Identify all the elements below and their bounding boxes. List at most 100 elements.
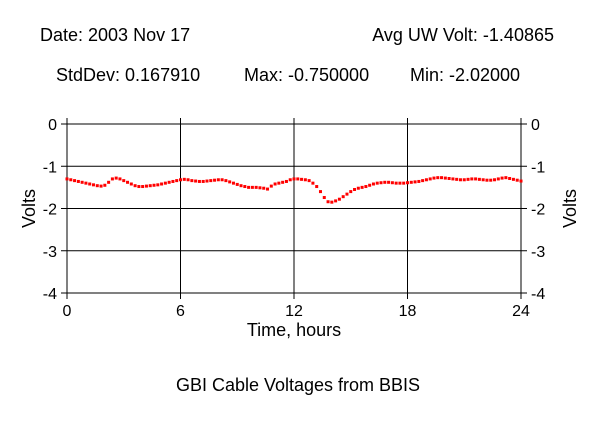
data-point	[213, 178, 217, 182]
data-point	[156, 183, 160, 187]
data-point	[462, 178, 466, 182]
data-point	[277, 181, 281, 185]
data-point	[428, 177, 432, 181]
data-point	[152, 183, 156, 187]
data-point	[171, 179, 175, 183]
chart-grid	[66, 123, 522, 294]
data-point	[508, 177, 512, 181]
data-point	[307, 179, 311, 183]
data-point	[288, 178, 292, 182]
y-tick-label-left: 0	[48, 117, 57, 134]
data-point	[84, 181, 88, 185]
data-point	[197, 179, 201, 183]
data-point	[390, 181, 394, 185]
data-point	[489, 178, 493, 182]
data-point	[349, 190, 353, 194]
data-point	[144, 184, 148, 188]
data-point	[353, 187, 357, 191]
y-tick-label-right: -3	[531, 244, 545, 261]
data-point	[315, 185, 319, 189]
data-point	[402, 181, 406, 185]
data-point	[470, 177, 474, 181]
data-point	[356, 186, 360, 190]
data-point	[284, 179, 288, 183]
data-point	[311, 181, 315, 185]
data-point	[220, 178, 224, 182]
data-point	[254, 185, 258, 189]
data-point	[451, 177, 455, 181]
data-point	[303, 178, 307, 182]
data-point	[281, 180, 285, 184]
data-point	[398, 181, 402, 185]
data-point	[375, 181, 379, 185]
data-point	[216, 178, 220, 182]
x-tick-label: 0	[63, 303, 72, 320]
data-point	[496, 177, 500, 181]
y-tick-label-right: 0	[531, 117, 540, 134]
data-point	[205, 179, 209, 183]
data-point	[88, 182, 92, 186]
stddev-label: StdDev: 0.167910	[56, 65, 201, 85]
data-point	[258, 186, 262, 190]
data-point	[477, 177, 481, 181]
avg-voltage-label: Avg UW Volt: -1.40865	[372, 25, 554, 45]
data-point	[360, 185, 364, 189]
x-tick-label: 18	[399, 303, 417, 320]
data-point	[447, 177, 451, 181]
data-point	[269, 184, 273, 188]
data-point	[334, 199, 338, 203]
x-tick-label: 24	[512, 303, 530, 320]
data-point	[345, 192, 349, 196]
data-point	[458, 178, 462, 182]
data-points	[65, 176, 523, 204]
data-point	[519, 179, 523, 183]
data-point	[110, 177, 114, 181]
data-point	[69, 178, 73, 182]
data-point	[466, 177, 470, 181]
data-point	[417, 179, 421, 183]
date-label: Date: 2003 Nov 17	[40, 25, 191, 45]
data-point	[141, 185, 145, 189]
data-point	[371, 182, 375, 186]
data-point	[80, 180, 84, 184]
data-point	[182, 177, 186, 181]
data-point	[175, 179, 179, 183]
data-point	[194, 179, 198, 183]
data-point	[122, 179, 126, 183]
data-point	[515, 178, 519, 182]
data-point	[330, 200, 334, 204]
data-point	[107, 180, 111, 184]
data-point	[273, 182, 277, 186]
data-point	[341, 195, 345, 199]
y-axis-label-left: Volts	[19, 189, 39, 228]
data-point	[326, 200, 330, 204]
data-point	[103, 183, 107, 187]
data-point	[231, 181, 235, 185]
data-point	[201, 179, 205, 183]
y-tick-label-left: -1	[43, 159, 57, 176]
data-point	[95, 184, 99, 188]
data-point	[292, 177, 296, 181]
data-point	[250, 185, 254, 189]
data-point	[368, 183, 372, 187]
data-point	[243, 185, 247, 189]
data-point	[73, 179, 77, 183]
data-point	[239, 184, 243, 188]
data-point	[118, 177, 122, 181]
data-point	[440, 176, 444, 180]
y-tick-label-right: -1	[531, 159, 545, 176]
y-tick-label-right: -4	[531, 286, 545, 303]
y-tick-label-left: -2	[43, 202, 57, 219]
data-point	[148, 184, 152, 188]
data-point	[126, 180, 130, 184]
data-point	[190, 179, 194, 183]
data-point	[318, 190, 322, 194]
data-point	[379, 181, 383, 185]
data-point	[179, 178, 182, 182]
data-point	[247, 185, 251, 189]
data-point	[474, 177, 478, 181]
data-point	[394, 181, 398, 185]
data-point	[485, 178, 489, 182]
min-label: Min: -2.02000	[410, 65, 521, 85]
